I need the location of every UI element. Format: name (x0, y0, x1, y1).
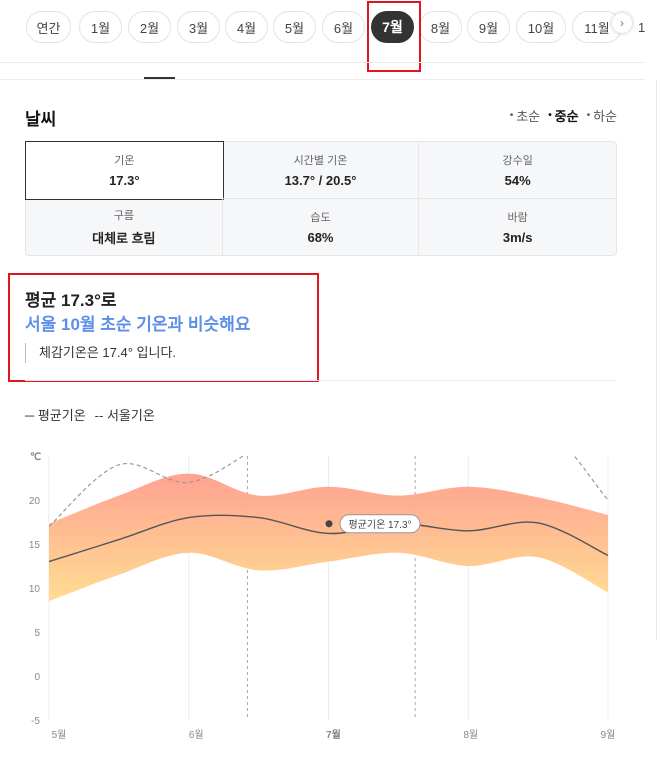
chart-legend: ─ 평균기온 -- 서울기온 (25, 405, 155, 424)
season-late[interactable]: • 하순 (586, 109, 617, 124)
average-temperature-line (48, 514, 609, 563)
highlight-box-summary (8, 273, 319, 382)
divider (25, 380, 617, 381)
stat-value: 54% (504, 172, 531, 188)
temperature-chart: ℃ 20 15 10 5 0 -5 5월 6월 7월 8월 9월 평균기온 17.3° (29, 452, 616, 741)
summary-comparison: 서울 10월 초순 기온과 비슷해요 (25, 315, 251, 334)
stat-wind[interactable]: 바람 3m/s (419, 199, 616, 256)
stat-label: 시간별 기온 (293, 154, 348, 167)
y-tick-label: 5 (34, 628, 40, 639)
stat-value: 13.7° / 20.5° (284, 172, 357, 188)
summary-average: 평균 17.3°로 (25, 291, 117, 310)
tab-feb[interactable]: 2월 (128, 11, 171, 43)
y-tick-label: -5 (31, 716, 40, 727)
marker-tooltip-box (339, 514, 421, 534)
highlight-box-tab (367, 1, 421, 72)
stat-label: 기온 (114, 155, 135, 168)
y-tick-label: 0 (34, 672, 40, 683)
stat-label: 습도 (310, 211, 331, 224)
y-axis-unit: ℃ (30, 452, 41, 463)
scroll-edge (656, 80, 662, 640)
stat-label: 구름 (113, 209, 134, 222)
stat-value: 대체로 흐림 (92, 230, 156, 246)
tab-jan[interactable]: 1월 (79, 11, 122, 43)
x-tick-label: 7월 (326, 729, 341, 741)
chevron-right-icon[interactable]: › (612, 13, 632, 33)
divider (0, 79, 645, 80)
season-mid[interactable]: • 중순 (548, 109, 579, 124)
tab-aug[interactable]: 8월 (419, 11, 462, 43)
summary-feels-like: 체감기온은 17.4° 입니다. (25, 343, 176, 363)
tab-apr[interactable]: 4월 (225, 11, 268, 43)
x-tick-label: 6월 (189, 729, 204, 741)
section-title: 날씨 (25, 110, 57, 129)
stat-value: 3m/s (502, 229, 533, 245)
tab-annual[interactable]: 연간 (26, 11, 71, 43)
legend-average: ─ 평균기온 (25, 408, 86, 423)
season-selector: • 초순 • 중순 • 하순 (510, 106, 617, 125)
x-tick-label: 8월 (463, 729, 478, 741)
tab-mar[interactable]: 3월 (177, 11, 220, 43)
y-tick-label: 20 (29, 496, 41, 507)
stat-value: 17.3° (109, 173, 140, 189)
stat-precipitation[interactable]: 강수일 54% (419, 142, 616, 199)
tab-jul[interactable]: 7월 (371, 11, 414, 43)
y-tick-label: 15 (29, 540, 41, 551)
tab-sep[interactable]: 9월 (467, 11, 510, 43)
average-marker-dot (325, 520, 333, 528)
tab-dec-partial[interactable]: 1 (638, 20, 646, 35)
stat-value: 68% (307, 229, 334, 245)
tab-jun[interactable]: 6월 (322, 11, 365, 43)
season-early[interactable]: • 초순 (509, 109, 541, 124)
y-tick-label: 10 (29, 584, 41, 595)
x-tick-label: 5월 (52, 729, 67, 741)
legend-seoul: -- 서울기온 (94, 408, 155, 423)
month-tab-bar: 연간 1월 2월 3월 4월 5월 6월 7월 8월 9월 10월 11월 (24, 9, 634, 47)
stat-label: 강수일 (502, 154, 533, 167)
tab-may[interactable]: 5월 (273, 11, 316, 43)
weather-stats-grid: 기온 17.3° 시간별 기온 13.7° / 20.5° 강수일 54% 구름… (25, 141, 617, 256)
stat-hourly-temperature[interactable]: 시간별 기온 13.7° / 20.5° (222, 142, 420, 199)
stat-label: 바람 (507, 211, 528, 224)
x-tick-label: 9월 (601, 729, 616, 741)
marker-tooltip-label: 평균기온 17.3° (348, 519, 411, 531)
divider (0, 62, 645, 63)
temperature-range-band (49, 473, 608, 602)
stat-humidity[interactable]: 습도 68% (223, 198, 420, 255)
section-tab-indicator (144, 77, 175, 79)
stat-cloud[interactable]: 구름 대체로 흐림 (26, 198, 223, 255)
stat-temperature[interactable]: 기온 17.3° (25, 141, 224, 200)
tab-oct[interactable]: 10월 (516, 11, 566, 43)
